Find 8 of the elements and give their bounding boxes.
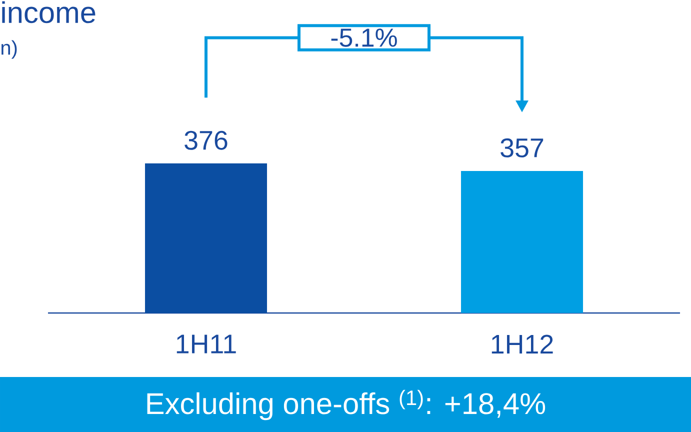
chart-subtitle: n) — [2, 40, 17, 59]
text: Excluding one-offs $^{(1)}$: +18,4% — [147, 390, 546, 420]
data-label: 357 — [500, 138, 544, 158]
x-tick-label: 1H12 — [492, 334, 553, 354]
chart-title: income — [2, 1, 96, 24]
x-tick-label: 1H11 — [176, 334, 236, 354]
text: -5.1% — [331, 28, 397, 47]
data-label: 376 — [184, 130, 228, 150]
